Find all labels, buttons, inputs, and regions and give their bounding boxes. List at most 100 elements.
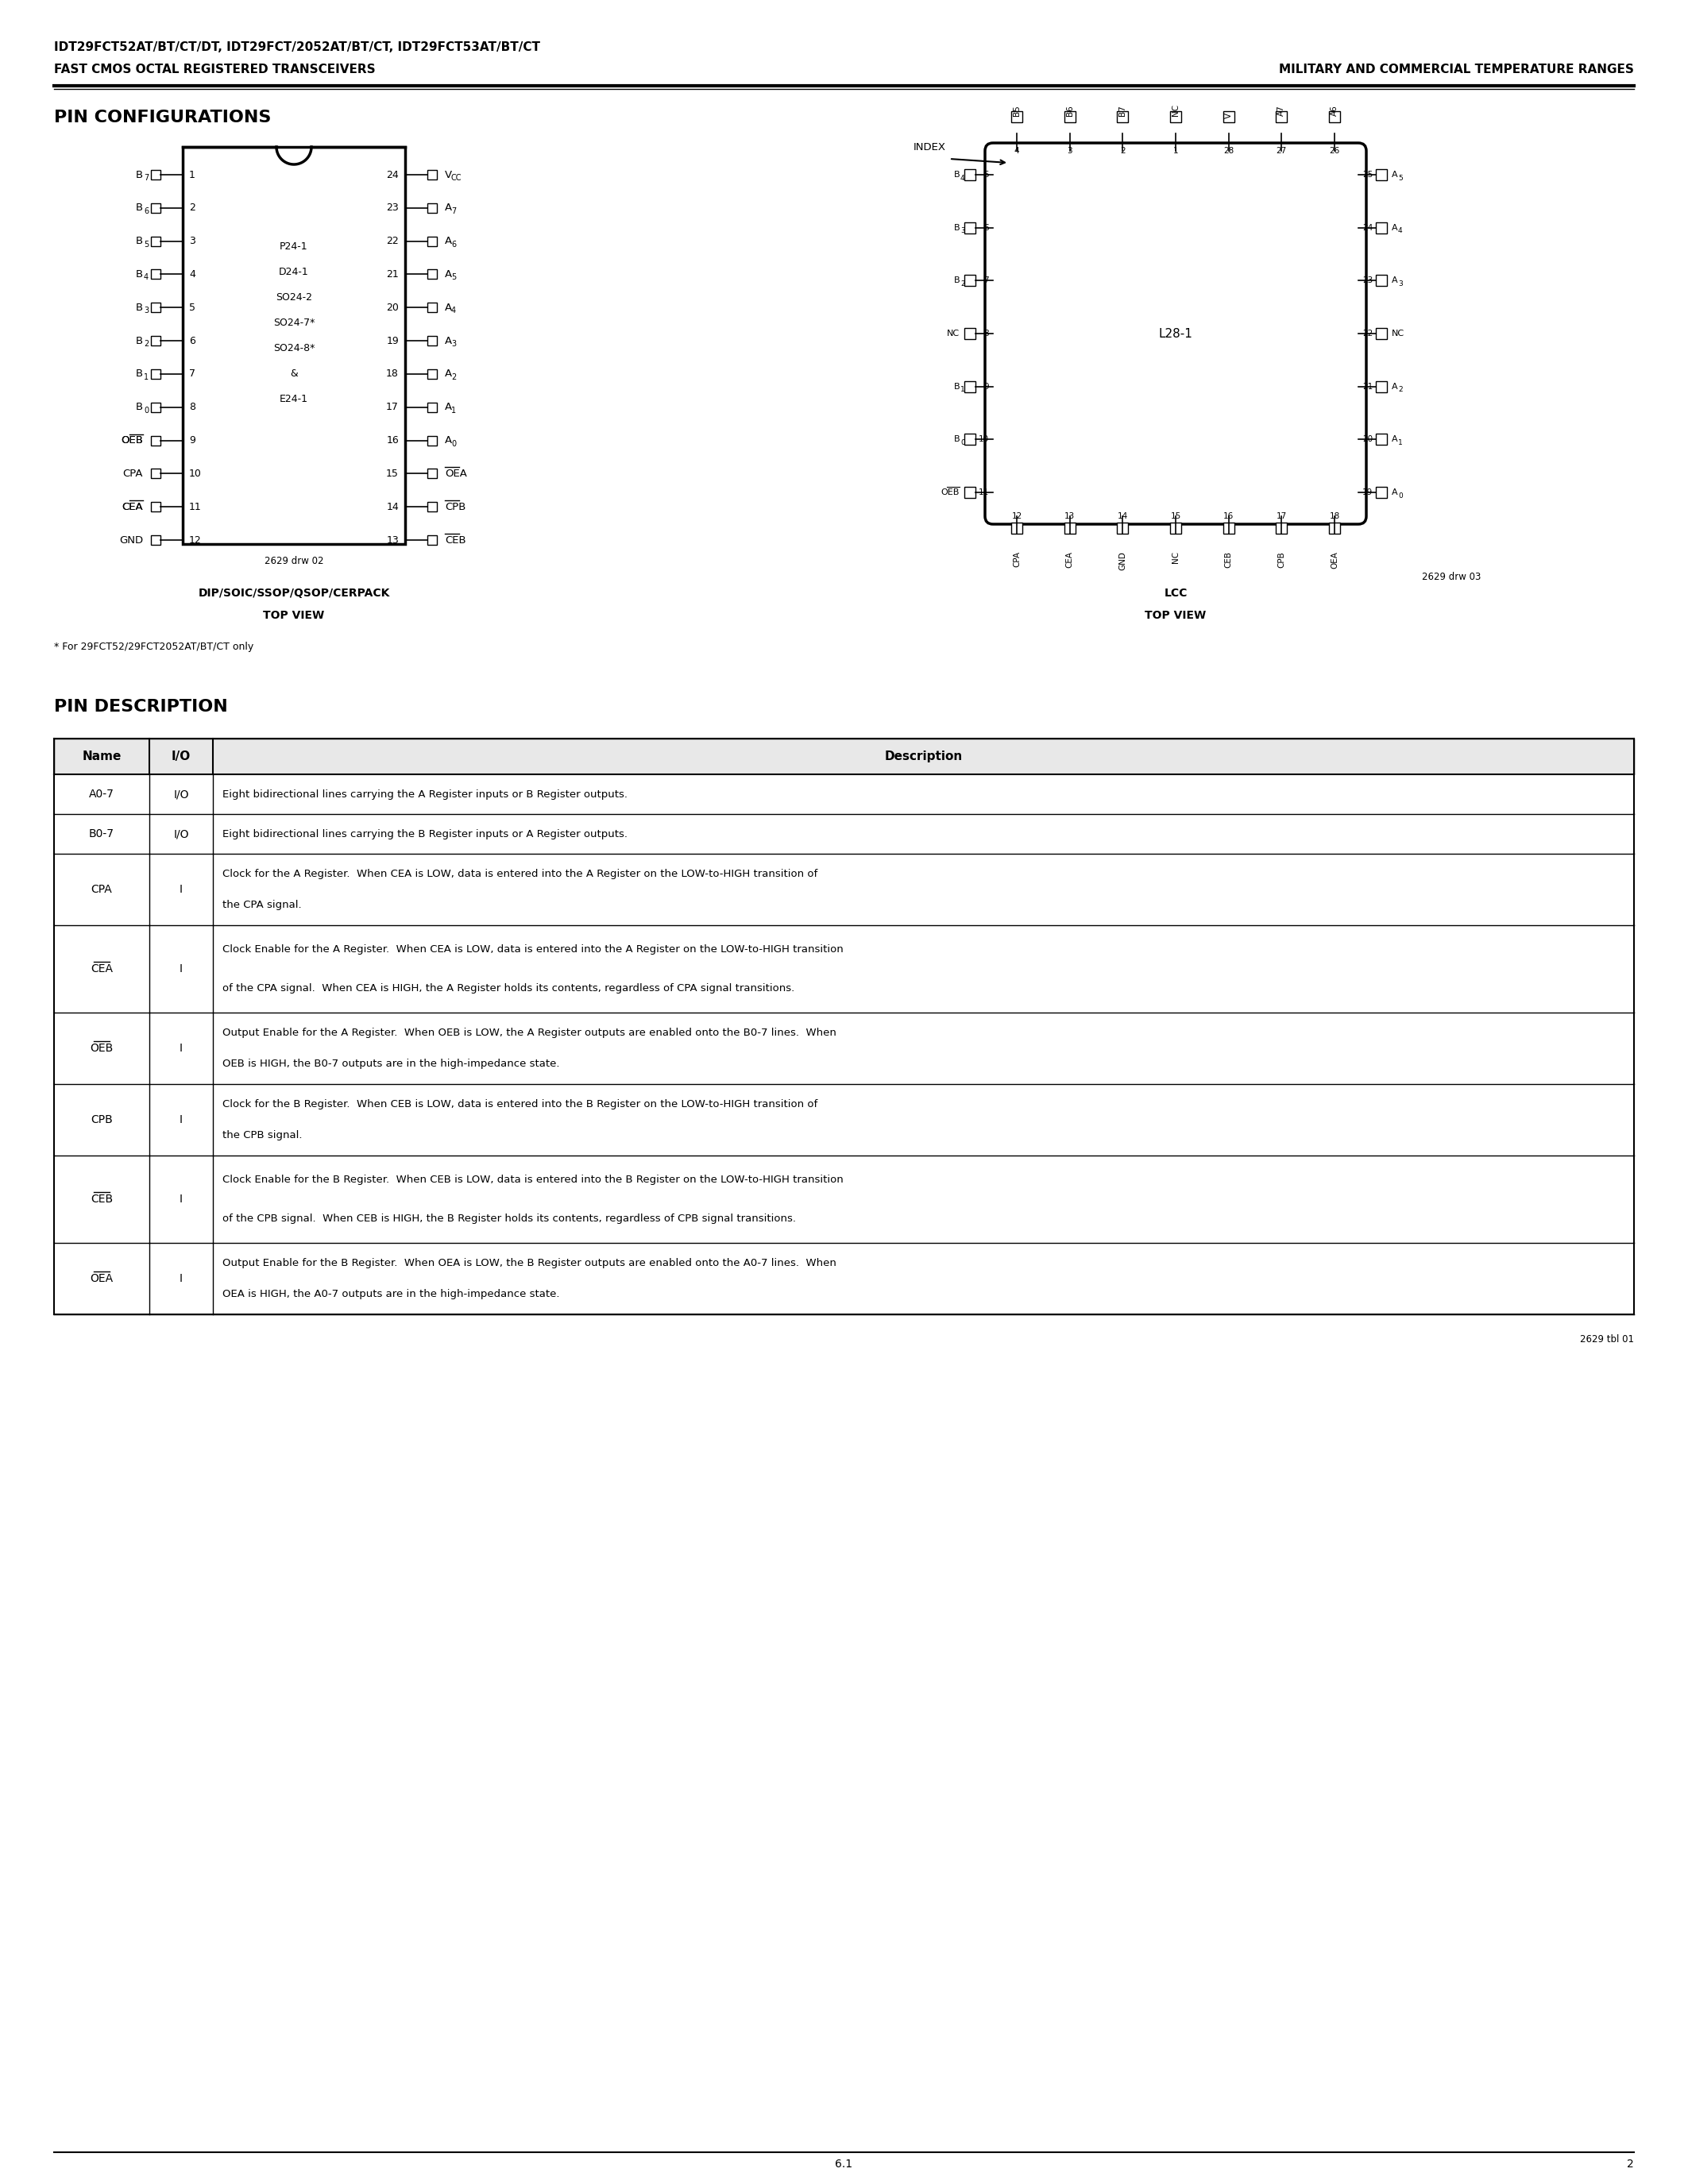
Text: 22: 22	[1362, 330, 1372, 339]
Text: B: B	[135, 336, 143, 345]
Text: A: A	[446, 269, 452, 280]
Text: 5: 5	[189, 301, 196, 312]
Text: 2: 2	[189, 203, 196, 214]
Text: B6: B6	[1065, 105, 1074, 116]
Text: TOP VIEW: TOP VIEW	[1144, 609, 1207, 620]
Text: B: B	[954, 277, 959, 284]
Text: D24-1: D24-1	[279, 266, 309, 277]
Text: V: V	[1224, 114, 1232, 118]
Text: 17: 17	[387, 402, 398, 413]
Bar	[427, 369, 437, 378]
Text: A: A	[1391, 382, 1398, 391]
Bar	[1376, 328, 1388, 339]
Text: 2: 2	[143, 341, 149, 347]
Text: B: B	[135, 269, 143, 280]
Text: INDEX: INDEX	[913, 142, 945, 153]
Bar	[1376, 380, 1388, 393]
Bar	[964, 223, 976, 234]
Text: 2629 tbl 01: 2629 tbl 01	[1580, 1334, 1634, 1345]
Bar	[54, 926, 1634, 1013]
Text: &: &	[290, 369, 297, 378]
Text: Clock Enable for the A Register.  When CEA is LOW, data is entered into the A Re: Clock Enable for the A Register. When CE…	[223, 943, 844, 954]
Text: CPA: CPA	[91, 885, 113, 895]
Bar	[1376, 435, 1388, 446]
Bar	[150, 170, 160, 179]
Bar	[964, 380, 976, 393]
Bar	[427, 269, 437, 280]
Bar	[964, 487, 976, 498]
Text: of the CPA signal.  When CEA is HIGH, the A Register holds its contents, regardl: of the CPA signal. When CEA is HIGH, the…	[223, 983, 795, 994]
Text: 15: 15	[387, 467, 398, 478]
Text: 10: 10	[189, 467, 201, 478]
Text: GND: GND	[120, 535, 143, 546]
Bar	[150, 402, 160, 413]
Text: B: B	[954, 170, 959, 179]
Text: B: B	[135, 236, 143, 247]
Text: 1: 1	[1398, 439, 1403, 446]
Text: 2629 drw 03: 2629 drw 03	[1421, 572, 1480, 583]
Bar	[54, 775, 1634, 815]
Text: PIN DESCRIPTION: PIN DESCRIPTION	[54, 699, 228, 714]
Text: 5: 5	[143, 240, 149, 249]
Text: 20: 20	[387, 301, 398, 312]
Text: 17: 17	[1276, 513, 1286, 520]
Text: 25: 25	[1362, 170, 1372, 179]
Bar	[1376, 487, 1388, 498]
Text: Eight bidirectional lines carrying the A Register inputs or B Register outputs.: Eight bidirectional lines carrying the A…	[223, 788, 628, 799]
Text: GND: GND	[1119, 550, 1126, 570]
Text: 4: 4	[960, 175, 966, 181]
Text: 2629 drw 02: 2629 drw 02	[265, 557, 324, 566]
Text: Output Enable for the B Register.  When OEA is LOW, the B Register outputs are e: Output Enable for the B Register. When O…	[223, 1258, 836, 1269]
Text: 0: 0	[451, 439, 456, 448]
Text: A0-7: A0-7	[89, 788, 115, 799]
Text: OEB: OEB	[122, 435, 143, 446]
Text: 13: 13	[1065, 513, 1075, 520]
Text: L28-1: L28-1	[1158, 328, 1193, 339]
Text: 3: 3	[960, 227, 966, 234]
Text: B: B	[135, 170, 143, 179]
Text: A7: A7	[1278, 105, 1286, 116]
Text: 21: 21	[387, 269, 398, 280]
Text: 15: 15	[1170, 513, 1182, 520]
Text: SO24-2: SO24-2	[275, 293, 312, 301]
Bar	[150, 502, 160, 511]
Bar	[427, 502, 437, 511]
Text: 10: 10	[979, 435, 989, 443]
Bar	[54, 815, 1634, 854]
Bar	[54, 1243, 1634, 1315]
Text: 22: 22	[387, 236, 398, 247]
Bar	[150, 336, 160, 345]
Bar	[427, 304, 437, 312]
Text: 1: 1	[960, 387, 966, 393]
Text: Description: Description	[885, 751, 962, 762]
Text: CEB: CEB	[1224, 550, 1232, 568]
Bar	[150, 203, 160, 212]
Text: 24: 24	[1362, 223, 1372, 232]
Text: 4: 4	[143, 273, 149, 282]
Bar	[150, 304, 160, 312]
Text: V: V	[446, 170, 452, 179]
Text: I: I	[179, 1042, 182, 1055]
Text: CPA: CPA	[1013, 550, 1021, 568]
Text: 18: 18	[387, 369, 398, 380]
Text: P24-1: P24-1	[280, 240, 307, 251]
Bar	[54, 738, 1634, 775]
Text: OEA: OEA	[1330, 550, 1339, 568]
Text: PIN CONFIGURATIONS: PIN CONFIGURATIONS	[54, 109, 272, 124]
Text: 16: 16	[1224, 513, 1234, 520]
Text: 1: 1	[1173, 146, 1178, 155]
Bar	[54, 854, 1634, 926]
Text: 3: 3	[1398, 280, 1403, 288]
Text: 1: 1	[143, 373, 149, 382]
Text: A: A	[1391, 277, 1398, 284]
Text: A: A	[446, 236, 452, 247]
Bar	[1224, 111, 1234, 122]
Text: 9: 9	[189, 435, 196, 446]
Text: SO24-8*: SO24-8*	[273, 343, 314, 354]
Text: 6: 6	[189, 336, 196, 345]
Text: I: I	[179, 1273, 182, 1284]
Text: OEA: OEA	[446, 467, 468, 478]
Text: A: A	[446, 369, 452, 380]
Text: 19: 19	[387, 336, 398, 345]
Text: 2: 2	[451, 373, 456, 382]
